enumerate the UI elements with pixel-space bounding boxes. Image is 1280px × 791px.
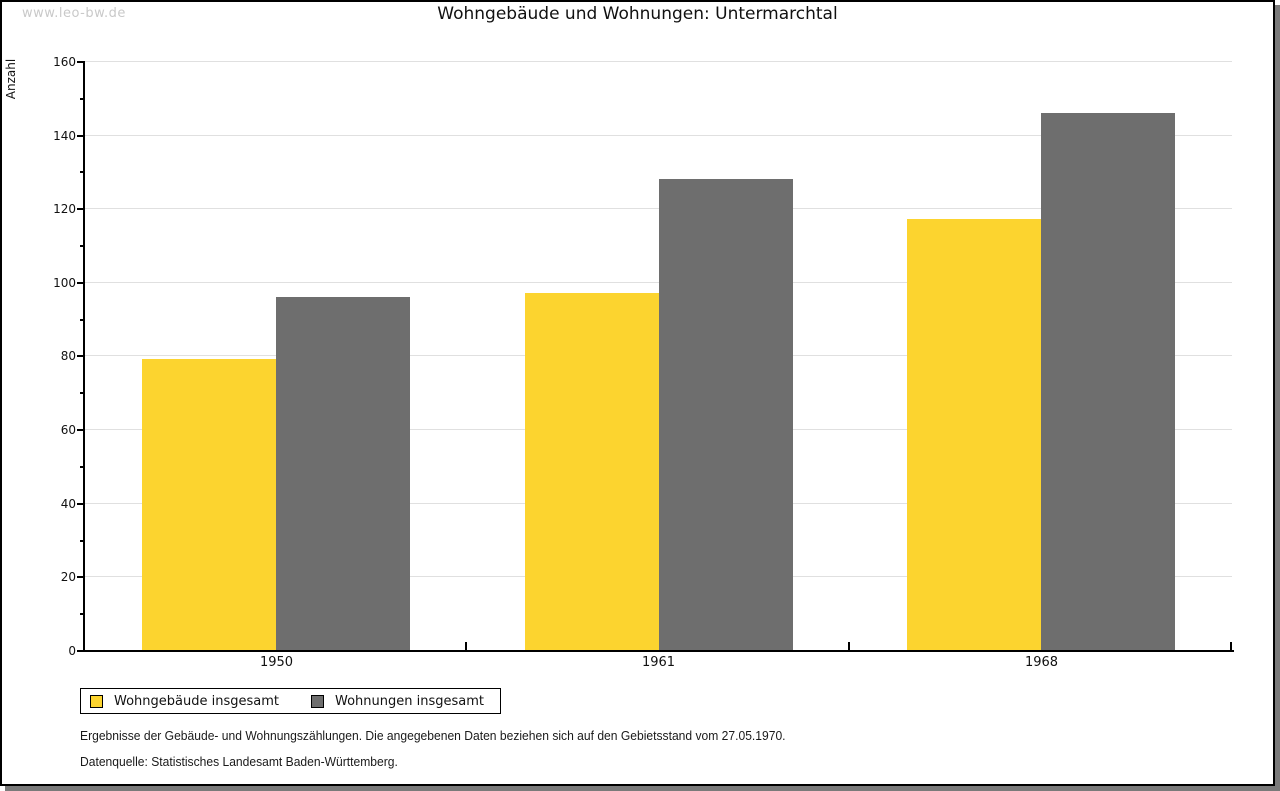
bar-1950-series-1 xyxy=(276,297,410,650)
gridline-100 xyxy=(85,282,1232,283)
x-boundary-tick-3 xyxy=(1230,642,1232,650)
x-axis-line xyxy=(83,650,1234,652)
footnote-data-source: Datenquelle: Statistisches Landesamt Bad… xyxy=(80,754,398,769)
x-category-label-1961: 1961 xyxy=(641,655,676,670)
y-minor-tick-70 xyxy=(80,392,83,394)
y-tick-label-100: 100 xyxy=(53,276,76,290)
y-tick-label-40: 40 xyxy=(60,497,76,511)
y-tick-label-160: 160 xyxy=(53,55,76,69)
chart-title: Wohngebäude und Wohnungen: Untermarchtal xyxy=(437,4,838,24)
footnote-source-note: Ergebnisse der Gebäude- und Wohnungszähl… xyxy=(80,728,786,743)
legend-swatch-icon xyxy=(311,694,324,708)
y-tick-80 xyxy=(77,355,83,357)
y-minor-tick-90 xyxy=(80,319,83,321)
bar-1968-series-0 xyxy=(907,219,1041,650)
watermark: www.leo-bw.de xyxy=(22,6,126,21)
y-tick-40 xyxy=(77,503,83,505)
bar-1961-series-0 xyxy=(525,293,659,650)
y-minor-tick-110 xyxy=(80,245,83,247)
y-minor-tick-30 xyxy=(80,540,83,542)
y-tick-label-120: 120 xyxy=(53,202,76,216)
y-tick-label-80: 80 xyxy=(60,349,76,363)
y-tick-140 xyxy=(77,135,83,137)
y-axis-label: Anzahl xyxy=(4,58,18,100)
y-tick-20 xyxy=(77,576,83,578)
y-tick-label-140: 140 xyxy=(53,129,76,143)
legend-entry-1: Wohnungen insgesamt xyxy=(311,694,484,709)
y-minor-tick-150 xyxy=(80,98,83,100)
y-tick-100 xyxy=(77,282,83,284)
y-tick-label-60: 60 xyxy=(60,423,76,437)
gridline-160 xyxy=(85,61,1232,62)
y-tick-label-0: 0 xyxy=(68,644,76,658)
y-tick-120 xyxy=(77,208,83,210)
legend-entry-0: Wohngebäude insgesamt xyxy=(90,694,279,709)
legend: Wohngebäude insgesamt Wohnungen insgesamt xyxy=(80,688,501,714)
gridline-120 xyxy=(85,208,1232,209)
legend-swatch-icon xyxy=(90,694,103,708)
legend-label-0: Wohngebäude insgesamt xyxy=(114,693,279,709)
y-minor-tick-130 xyxy=(80,171,83,173)
x-category-label-1950: 1950 xyxy=(259,655,294,670)
x-boundary-tick-1 xyxy=(465,642,467,650)
y-minor-tick-50 xyxy=(80,466,83,468)
x-boundary-tick-2 xyxy=(848,642,850,650)
plot-area xyxy=(85,61,1232,650)
bar-1950-series-0 xyxy=(142,359,276,650)
legend-label-1: Wohnungen insgesamt xyxy=(335,693,484,709)
y-tick-label-20: 20 xyxy=(60,570,76,584)
bar-1968-series-1 xyxy=(1041,113,1175,650)
y-tick-60 xyxy=(77,429,83,431)
y-axis-line xyxy=(83,61,85,652)
x-category-label-1968: 1968 xyxy=(1024,655,1059,670)
y-minor-tick-10 xyxy=(80,613,83,615)
y-tick-160 xyxy=(77,61,83,63)
bar-1961-series-1 xyxy=(659,179,793,650)
gridline-140 xyxy=(85,135,1232,136)
y-tick-0 xyxy=(77,650,83,652)
